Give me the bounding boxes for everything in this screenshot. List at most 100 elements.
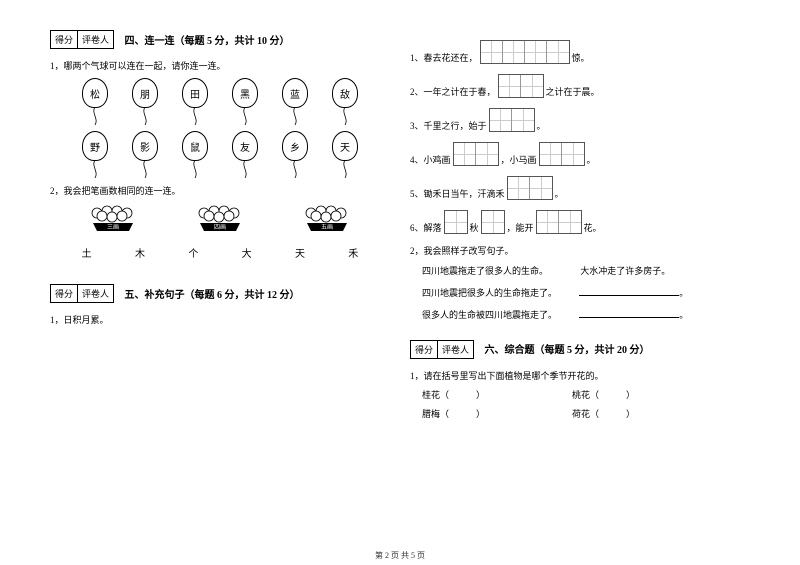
blank-line[interactable] [579, 286, 679, 296]
balloon-char: 野 [82, 131, 108, 161]
stroke-char: 天 [295, 245, 305, 260]
balloon: 朋 [132, 78, 158, 125]
fill-sentence: 1、春去花还在， 惊。 [410, 40, 750, 64]
svg-text:三画: 三画 [107, 224, 119, 231]
tianzige-box[interactable] [444, 210, 468, 234]
sentence-post: 。 [587, 153, 596, 166]
balloon: 黑 [232, 78, 258, 125]
balloon: 天 [332, 131, 358, 178]
stroke-char: 木 [135, 245, 145, 260]
balloon: 友 [232, 131, 258, 178]
tianzige-box[interactable] [480, 40, 570, 64]
svg-text:四画: 四画 [214, 224, 226, 231]
score-label: 得分 [51, 31, 78, 48]
fill-sentence: 5、锄禾日当午，汗滴禾 。 [410, 176, 750, 200]
sentence-mid: 秋 [470, 221, 479, 234]
plant-item: 荷花（ ） [572, 407, 722, 420]
example-a: 四川地震拖走了很多人的生命。 [422, 266, 548, 276]
char-row: 土木个大天禾 [50, 245, 390, 260]
tianzige-box[interactable] [498, 74, 544, 98]
tianzige-box[interactable] [536, 210, 582, 234]
balloon-row-top: 松朋田黑蓝敌 [50, 78, 390, 125]
sentence-pre: 4、小鸡画 [410, 153, 451, 166]
tianzige-box[interactable] [481, 210, 505, 234]
balloon: 乡 [282, 131, 308, 178]
stroke-char: 土 [82, 245, 92, 260]
balloon-char: 乡 [282, 131, 308, 161]
left-column: 得分 评卷人 四、连一连（每题 5 分，共计 10 分） 1，哪两个气球可以连在… [40, 30, 400, 540]
section-5-title: 五、补充句子（每题 6 分，共计 12 分） [125, 286, 300, 301]
rewrite-1: 四川地震把很多人的生命拖走了。 。 [422, 285, 750, 301]
fill-sentence: 2、一年之计在于春，之计在于晨。 [410, 74, 750, 98]
svg-text:五画: 五画 [321, 224, 333, 231]
rewrite-example: 四川地震拖走了很多人的生命。 大水冲走了许多房子。 [422, 263, 750, 279]
fill-sentence: 4、小鸡画 ，小马画 。 [410, 142, 750, 166]
sentence-pre: 3、千里之行，始于 [410, 119, 487, 132]
stroke-label: 三画 [83, 205, 143, 235]
grader-label: 评卷人 [78, 31, 113, 48]
plant-row-2: 腊梅（ ） 荷花（ ） [422, 407, 750, 420]
section-6-header: 得分 评卷人 六、综合题（每题 5 分，共计 20 分） [410, 340, 750, 363]
right-column: 1、春去花还在，惊。2、一年之计在于春，之计在于晨。3、千里之行，始于。4、小鸡… [400, 30, 760, 540]
sentence-pre: 2、一年之计在于春， [410, 85, 496, 98]
sentence-post: 花。 [584, 221, 602, 234]
q4-2-text: 2，我会把笔画数相同的连一连。 [50, 184, 390, 197]
balloon: 影 [132, 131, 158, 178]
tianzige-box[interactable] [507, 176, 553, 200]
fill-sentence: 6、解落 秋 ，能开 花。 [410, 210, 750, 234]
tianzige-box[interactable] [489, 108, 535, 132]
plant-item: 桂花（ ） [422, 388, 572, 401]
sentence-pre: 1、春去花还在， [410, 51, 478, 64]
balloon: 鼠 [182, 131, 208, 178]
page-footer: 第 2 页 共 5 页 [0, 550, 800, 561]
stroke-char: 大 [242, 245, 252, 260]
sentence-post: 。 [537, 119, 546, 132]
score-box: 得分 评卷人 [410, 340, 474, 359]
balloon-char: 朋 [132, 78, 158, 108]
blank-line[interactable] [579, 308, 679, 318]
rewrite-1-text: 四川地震把很多人的生命拖走了。 [422, 288, 557, 298]
balloon-char: 友 [232, 131, 258, 161]
score-label: 得分 [51, 285, 78, 302]
flower-labels-row: 三画 四画 五画 [50, 205, 390, 235]
example-b: 大水冲走了许多房子。 [580, 266, 670, 276]
balloon-char: 蓝 [282, 78, 308, 108]
balloon-char: 田 [182, 78, 208, 108]
balloon-char: 黑 [232, 78, 258, 108]
grader-label: 评卷人 [78, 285, 113, 302]
balloon-row-bottom: 野影鼠友乡天 [50, 131, 390, 178]
balloon: 敌 [332, 78, 358, 125]
score-label: 得分 [411, 341, 438, 358]
tianzige-box[interactable] [539, 142, 585, 166]
sentence-mid2: ，能开 [507, 221, 534, 234]
sentence-mid: ，小马画 [501, 153, 537, 166]
balloon: 松 [82, 78, 108, 125]
stroke-char: 禾 [348, 245, 358, 260]
section-4-header: 得分 评卷人 四、连一连（每题 5 分，共计 10 分） [50, 30, 390, 53]
grader-label: 评卷人 [438, 341, 473, 358]
balloon-char: 鼠 [182, 131, 208, 161]
rewrite-2-text: 很多人的生命被四川地震拖走了。 [422, 310, 557, 320]
balloon: 蓝 [282, 78, 308, 125]
sentence-post: 。 [555, 187, 564, 200]
rewrite-2: 很多人的生命被四川地震拖走了。 。 [422, 307, 750, 323]
sentence-post: 惊。 [572, 51, 590, 64]
sentence-pre: 5、锄禾日当午，汗滴禾 [410, 187, 505, 200]
worksheet-page: 得分 评卷人 四、连一连（每题 5 分，共计 10 分） 1，哪两个气球可以连在… [0, 0, 800, 540]
plant-item: 腊梅（ ） [422, 407, 572, 420]
stroke-label: 五画 [297, 205, 357, 235]
fill-sentence: 3、千里之行，始于 。 [410, 108, 750, 132]
q4-1-text: 1，哪两个气球可以连在一起，请你连一连。 [50, 59, 390, 72]
q5-2-text: 2，我会照样子改写句子。 [410, 244, 750, 257]
tianzige-box[interactable] [453, 142, 499, 166]
balloon-char: 松 [82, 78, 108, 108]
q5-1-text: 1，日积月累。 [50, 313, 390, 326]
sentence-pre: 6、解落 [410, 221, 442, 234]
section-4-title: 四、连一连（每题 5 分，共计 10 分） [125, 32, 290, 47]
balloon: 田 [182, 78, 208, 125]
score-box: 得分 评卷人 [50, 284, 114, 303]
fill-lines: 1、春去花还在，惊。2、一年之计在于春，之计在于晨。3、千里之行，始于。4、小鸡… [410, 40, 750, 234]
balloon-char: 敌 [332, 78, 358, 108]
balloon: 野 [82, 131, 108, 178]
section-6-title: 六、综合题（每题 5 分，共计 20 分） [485, 341, 650, 356]
